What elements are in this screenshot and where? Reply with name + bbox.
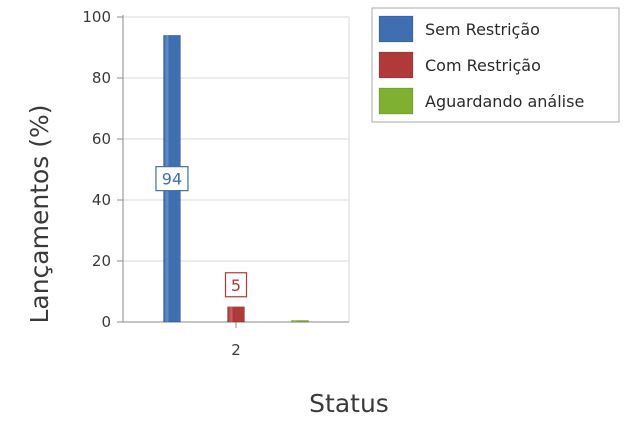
legend-box [371,7,620,123]
x-axis-title: Status [309,389,389,418]
bar-2[interactable] [291,320,309,323]
y-axis: 0 20 40 60 80 100 [82,8,124,331]
legend-swatch [378,51,414,79]
legend-label: Aguardando análise [425,92,584,111]
x-tick-label: 2 [231,341,241,359]
bar-highlight [293,320,297,322]
data-label: 5 [231,276,241,295]
y-tick-label: 0 [101,313,111,331]
y-axis-title: Lançamentos (%) [25,104,54,323]
x-axis: 2 [123,321,349,359]
legend-swatch [378,15,414,43]
legend-label: Sem Restrição [425,20,540,39]
bar-1[interactable] [227,306,245,323]
legend-swatch [378,87,414,115]
legend-label: Com Restrição [425,56,541,75]
plot-area [123,16,350,323]
data-label-box [155,166,189,192]
y-tick-label: 80 [92,69,111,87]
data-labels: 94 5 [155,166,248,298]
y-tick-label: 40 [92,191,111,209]
y-tick-label: 60 [92,130,111,148]
y-tick-label: 20 [92,252,111,270]
legend[interactable]: Sem Restrição Com Restrição Aguardando aná… [371,7,620,123]
data-label: 94 [162,170,182,189]
y-tick-label: 100 [82,8,111,26]
data-label-box [224,272,248,298]
bar-highlight [229,306,233,322]
